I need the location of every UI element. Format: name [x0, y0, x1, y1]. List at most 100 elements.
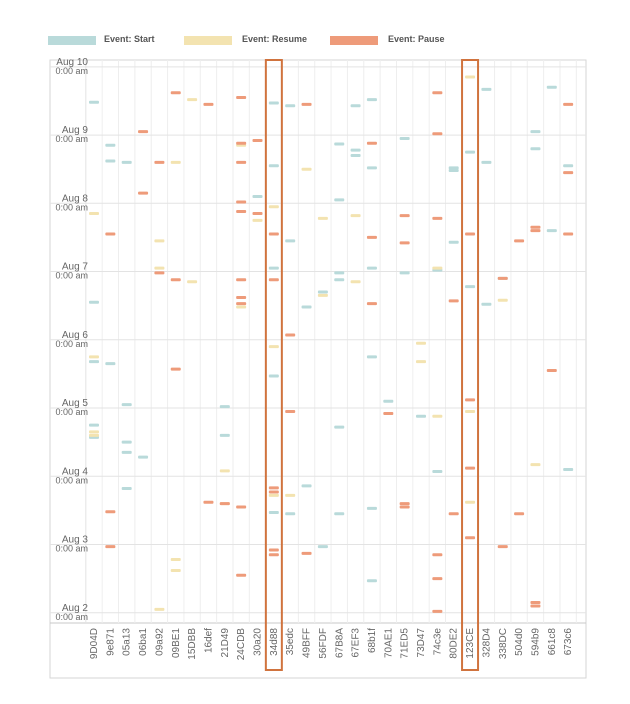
event-mark-event-pause: [154, 271, 165, 275]
event-mark-event-pause: [563, 232, 574, 236]
event-mark-event-pause: [285, 409, 296, 413]
x-tick-label: 68b1f: [367, 628, 378, 653]
event-mark-event-resume: [432, 266, 443, 270]
x-tick-label: 34d88: [269, 628, 280, 656]
event-mark-event-pause: [236, 200, 247, 204]
event-mark-event-pause: [432, 91, 443, 95]
y-tick-date: Aug 3: [62, 535, 89, 546]
event-mark-event-start: [448, 169, 459, 173]
x-tick-label: 49BFF: [302, 628, 313, 658]
event-mark-event-start: [105, 159, 116, 163]
event-mark-event-pause: [432, 132, 443, 136]
y-tick-time: 0:00 am: [55, 612, 88, 622]
event-mark-event-start: [89, 300, 99, 304]
event-mark-event-start: [530, 147, 541, 151]
y-tick-date: Aug 10: [56, 57, 88, 68]
event-mark-event-resume: [170, 558, 181, 562]
event-mark-event-pause: [448, 299, 459, 303]
event-mark-event-resume: [154, 266, 165, 270]
x-tick-label: 9D04D: [89, 628, 100, 659]
event-mark-event-pause: [170, 278, 181, 282]
event-mark-event-pause: [170, 367, 181, 371]
event-mark-event-pause: [138, 130, 149, 134]
event-mark-event-pause: [432, 577, 443, 581]
event-mark-event-start: [399, 136, 410, 140]
event-mark-event-start: [317, 290, 328, 294]
event-mark-event-pause: [268, 548, 279, 552]
x-tick-label: 05a13: [122, 628, 133, 656]
event-mark-event-start: [317, 545, 328, 549]
event-mark-event-resume: [530, 463, 541, 467]
event-mark-event-pause: [268, 553, 279, 557]
y-tick-date: Aug 4: [62, 466, 89, 477]
event-mark-event-start: [301, 484, 312, 488]
event-mark-event-pause: [366, 141, 377, 145]
event-mark-event-start: [89, 423, 99, 427]
event-mark-event-start: [219, 405, 230, 409]
event-mark-event-start: [334, 142, 345, 146]
event-mark-event-resume: [268, 205, 279, 209]
highlight-box: [461, 59, 480, 671]
event-mark-event-resume: [416, 360, 426, 364]
event-mark-event-start: [121, 160, 132, 164]
event-mark-event-pause: [268, 232, 279, 236]
x-tick-label: 673c6: [563, 628, 574, 656]
y-tick-time: 0:00 am: [55, 407, 88, 417]
event-mark-event-start: [399, 271, 410, 275]
event-mark-event-resume: [268, 493, 279, 497]
event-mark-event-pause: [268, 278, 279, 282]
event-mark-event-start: [334, 512, 345, 516]
event-mark-event-start: [383, 399, 394, 403]
event-mark-event-pause: [236, 96, 247, 100]
x-tick-label: 80DE2: [449, 628, 460, 659]
event-mark-event-start: [481, 160, 492, 164]
x-tick-label: 21D49: [220, 628, 231, 658]
event-mark-event-pause: [432, 609, 443, 613]
event-mark-event-pause: [514, 512, 525, 516]
event-mark-event-resume: [89, 430, 99, 434]
event-mark-event-start: [121, 487, 132, 491]
event-mark-event-pause: [301, 551, 312, 555]
event-mark-event-pause: [399, 214, 410, 218]
event-mark-event-pause: [138, 191, 149, 195]
event-mark-event-start: [334, 425, 345, 429]
event-mark-event-resume: [465, 500, 476, 504]
event-mark-event-start: [285, 239, 296, 243]
x-tick-label: 661c8: [547, 628, 558, 656]
x-tick-label: 67B8A: [334, 628, 345, 658]
event-mark-event-resume: [89, 433, 99, 437]
event-mark-event-start: [546, 229, 557, 233]
event-mark-event-start: [89, 360, 99, 364]
event-mark-event-start: [563, 164, 574, 168]
event-mark-event-resume: [268, 345, 279, 349]
event-mark-event-start: [366, 266, 377, 270]
event-mark-event-resume: [465, 409, 476, 413]
event-mark-event-resume: [252, 218, 263, 222]
y-tick-time: 0:00 am: [55, 475, 88, 485]
event-mark-event-start: [350, 104, 361, 108]
event-mark-event-pause: [236, 141, 247, 145]
x-tick-label: 09BE1: [171, 628, 182, 658]
x-tick-label: 24CDB: [236, 628, 247, 661]
x-tick-label: 73D47: [416, 628, 427, 658]
highlight-box: [264, 59, 283, 671]
event-mark-event-pause: [236, 278, 247, 282]
event-mark-event-pause: [219, 502, 230, 506]
x-tick-label: 30a20: [253, 628, 264, 656]
event-mark-event-resume: [432, 414, 443, 418]
legend-label-pause: Event: Pause: [388, 34, 445, 44]
event-mark-event-pause: [432, 553, 443, 557]
event-mark-event-start: [138, 455, 149, 459]
x-tick-label: 338DC: [498, 628, 509, 659]
x-tick-label: 594b9: [530, 628, 541, 656]
x-tick-label: 67EF3: [351, 628, 362, 658]
legend-swatch-start: [48, 36, 96, 45]
event-mark-event-resume: [285, 493, 296, 497]
y-tick-date: Aug 5: [62, 398, 89, 409]
event-mark-event-start: [268, 101, 279, 105]
x-tick-label: 16def: [203, 628, 214, 653]
event-mark-event-pause: [563, 102, 574, 106]
event-mark-event-start: [285, 512, 296, 516]
plot-frame: [49, 59, 587, 679]
event-mark-event-start: [546, 85, 557, 89]
